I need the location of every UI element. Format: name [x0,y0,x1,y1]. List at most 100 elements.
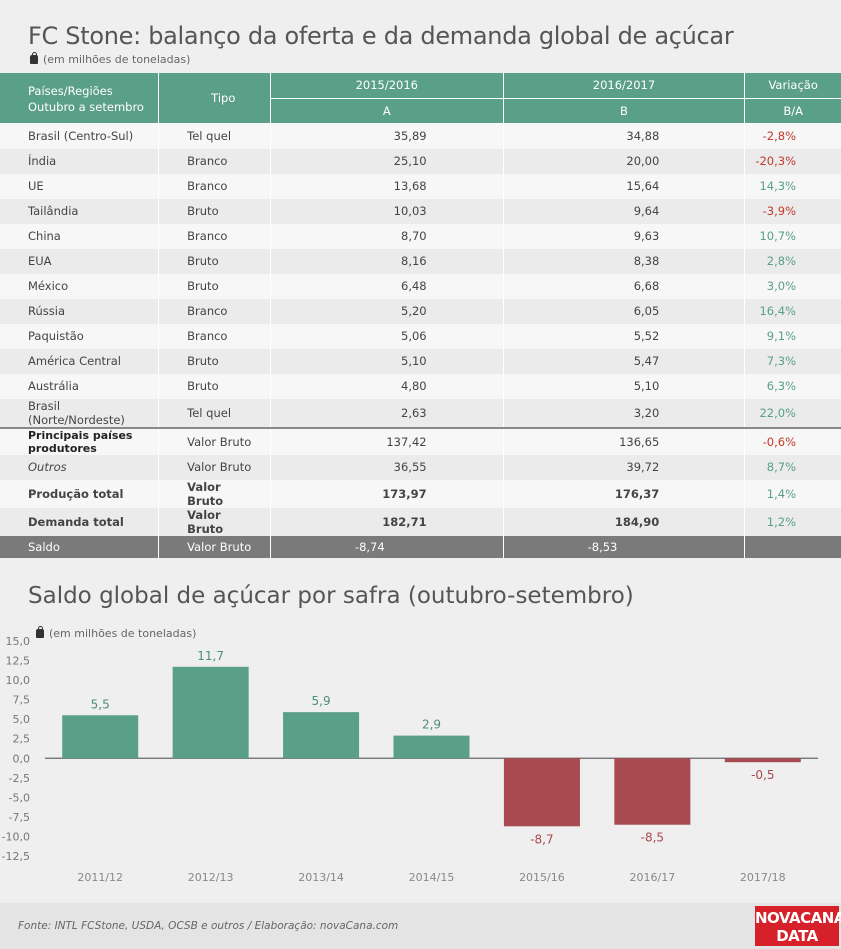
bar-chart: 15,0 12,5 10,0 7,5 5,0 2,5 0,0 -2,5 -5,0 -7,5 -10,… [2,635,818,884]
cell-variation: 1,4% [744,479,841,508]
y-tick-label: -10,0 [2,830,30,843]
cell-country: Paquistão [0,323,160,349]
cell-b: 20,00 [503,148,746,174]
cell-tipo: Branco [158,173,271,199]
cell-a: 25,10 [270,148,504,174]
cell-a: 35,89 [270,123,504,149]
x-tick-label: 2012/13 [188,871,234,884]
y-tick-label: -5,0 [9,791,30,804]
y-tick-label: 15,0 [6,635,31,648]
supply-demand-table: Países/Regiões Outubro a setembro Tipo 2… [0,73,841,558]
cell-tipo: Valor Bruto [158,479,271,508]
cell-b: 9,63 [503,223,746,249]
cell-variation [744,535,841,558]
page-title: FC Stone: balanço da oferta e da demanda… [28,22,734,50]
cell-b: -8,53 [503,535,746,558]
header-country-line1: Países/Regiões [28,84,113,99]
table-row: Índia Branco 25,10 20,00 -20,3% [0,148,841,174]
bar [393,735,470,759]
cell-tipo: Bruto [158,248,271,274]
x-tick-label: 2011/12 [77,871,123,884]
table-row: EUA Bruto 8,16 8,38 2,8% [0,248,841,274]
logo-line1: NOVACANA [755,909,841,927]
cell-tipo: Bruto [158,273,271,299]
cell-a: 6,48 [270,273,504,299]
cell-tipo: Bruto [158,373,271,399]
table-row: Austrália Bruto 4,80 5,10 6,3% [0,373,841,399]
table-row: Paquistão Branco 5,06 5,52 9,1% [0,323,841,349]
table-row: Brasil (Centro-Sul) Tel quel 35,89 34,88… [0,123,841,149]
table-row: Brasil (Norte/Nordeste) Tel quel 2,63 3,… [0,398,841,428]
header-col-a-sub: A [270,98,504,124]
cell-b: 15,64 [503,173,746,199]
x-tick-label: 2017/18 [740,871,786,884]
bar [172,666,249,759]
cell-variation: -0,6% [744,426,841,455]
cell-a: 5,10 [270,348,504,374]
x-tick-label: 2013/14 [298,871,344,884]
cell-country: América Central [0,348,160,374]
cell-a: 5,06 [270,323,504,349]
summary-row-producao: Produção total Valor Bruto 173,97 176,37… [0,479,841,508]
cell-country: EUA [0,248,160,274]
cell-tipo: Branco [158,148,271,174]
cell-a: 173,97 [270,479,504,508]
cell-country: Rússia [0,298,160,324]
cell-variation: 14,3% [744,173,841,199]
cell-tipo: Bruto [158,198,271,224]
cell-b: 5,10 [503,373,746,399]
header-tipo: Tipo [158,73,271,124]
cell-a: 8,16 [270,248,504,274]
x-tick-label: 2016/17 [630,871,676,884]
cell-tipo: Valor Bruto [158,454,271,480]
cell-country: China [0,223,160,249]
cell-variation: 3,0% [744,273,841,299]
weight-icon [30,52,38,64]
cell-variation: -2,8% [744,123,841,149]
cell-tipo: Branco [158,223,271,249]
cell-tipo: Valor Bruto [158,535,271,558]
data-label: 11,7 [197,649,224,663]
unit-label: (em milhões de toneladas) [43,53,191,66]
table-row: Tailândia Bruto 10,03 9,64 -3,9% [0,198,841,224]
data-label: -0,5 [751,768,774,782]
cell-variation: 16,4% [744,298,841,324]
footer: Fonte: INTL FCStone, USDA, OCSB e outros… [0,903,841,949]
cell-variation: 9,1% [744,323,841,349]
cell-a: -8,74 [270,535,504,558]
cell-a: 182,71 [270,507,504,536]
cell-a: 137,42 [270,426,504,455]
data-label: 5,5 [91,697,110,711]
cell-b: 3,20 [503,398,746,428]
cell-variation: -20,3% [744,148,841,174]
cell-b: 5,47 [503,348,746,374]
data-label: -8,5 [641,831,664,845]
header-variation: Variação [744,73,841,99]
cell-tipo: Bruto [158,348,271,374]
y-tick-label: -2,5 [9,772,30,785]
x-tick-label: 2015/16 [519,871,565,884]
cell-country: Principais países produtores [0,426,160,455]
cell-tipo: Tel quel [158,398,271,428]
data-label: 2,9 [422,718,441,732]
unit-note: (em milhões de toneladas) [30,52,191,66]
cell-tipo: Valor Bruto [158,507,271,536]
cell-tipo: Valor Bruto [158,426,271,455]
table-row: México Bruto 6,48 6,68 3,0% [0,273,841,299]
table-row: UE Branco 13,68 15,64 14,3% [0,173,841,199]
cell-country: Brasil (Centro-Sul) [0,123,160,149]
header-col-a: 2015/2016 [270,73,504,99]
table-row: Rússia Branco 5,20 6,05 16,4% [0,298,841,324]
cell-variation: 1,2% [744,507,841,536]
y-tick-label: 7,5 [13,694,31,707]
y-tick-label: 10,0 [6,674,31,687]
cell-a: 4,80 [270,373,504,399]
chart-title: Saldo global de açúcar por safra (outubr… [28,583,634,609]
y-tick-label: 2,5 [13,733,31,746]
cell-variation: 22,0% [744,398,841,428]
bar [62,715,139,759]
cell-b: 136,65 [503,426,746,455]
y-tick-label: -12,5 [2,850,30,863]
cell-b: 34,88 [503,123,746,149]
cell-tipo: Tel quel [158,123,271,149]
